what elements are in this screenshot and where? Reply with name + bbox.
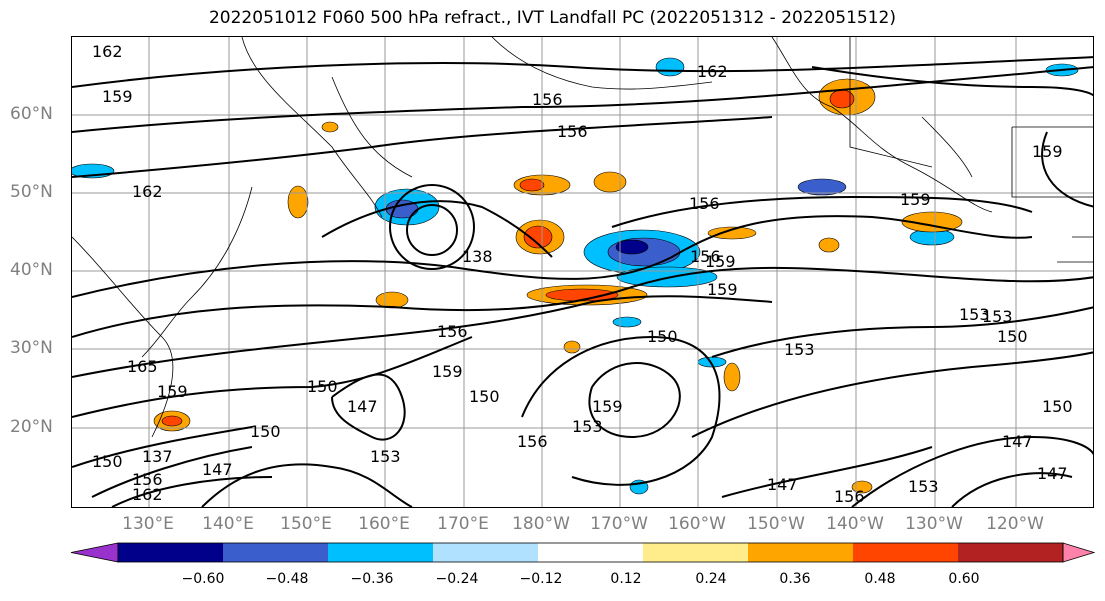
colorbar-extend-high <box>1063 543 1094 562</box>
colorbar-tick: 0.12 <box>610 571 641 587</box>
colorbar-segment <box>328 543 434 562</box>
colorbar-extend-low <box>71 543 118 562</box>
colorbar-segment <box>958 543 1064 562</box>
colorbar-segment <box>223 543 329 562</box>
colorbar-segment <box>853 543 959 562</box>
colorbar-tick: 0.36 <box>779 571 810 587</box>
colorbar-tick: −0.48 <box>266 571 309 587</box>
colorbar-segments <box>71 543 1094 562</box>
colorbar-segment <box>643 543 749 562</box>
colorbar-tick: −0.36 <box>351 571 394 587</box>
colorbar-tick: 0.48 <box>864 571 895 587</box>
colorbar-tick: −0.60 <box>182 571 225 587</box>
colorbar-tick: 0.24 <box>695 571 726 587</box>
colorbar-tick: −0.12 <box>520 571 563 587</box>
colorbar-tick: −0.24 <box>436 571 479 587</box>
colorbar-segment <box>433 543 539 562</box>
colorbar-segment <box>538 543 644 562</box>
colorbar-segment <box>748 543 854 562</box>
colorbar-tick: 0.60 <box>948 571 979 587</box>
colorbar-segment <box>118 543 224 562</box>
